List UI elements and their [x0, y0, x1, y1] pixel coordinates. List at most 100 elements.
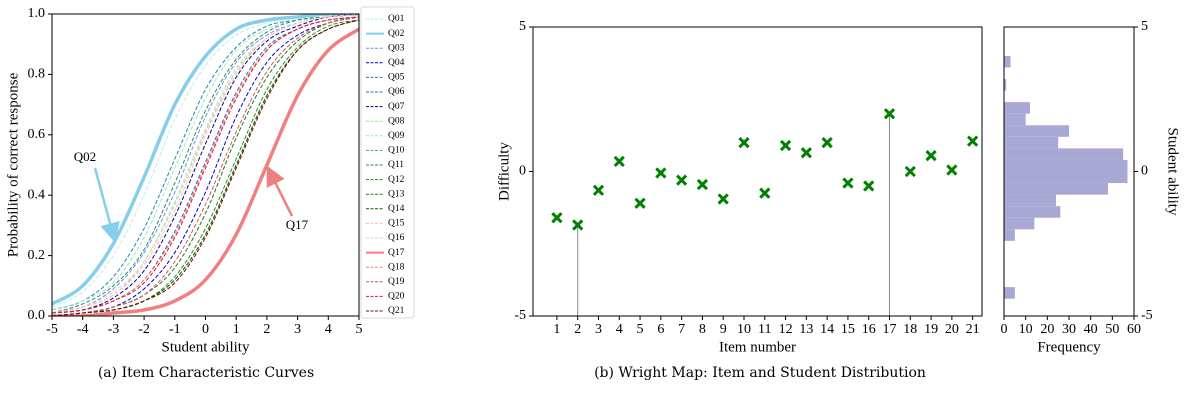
item-marker	[717, 193, 729, 205]
x-tick-label: 12	[779, 322, 793, 337]
legend-label: Q08	[388, 116, 405, 126]
legend-box	[360, 6, 415, 319]
item-marker	[842, 177, 854, 189]
x-tick-label: 10	[737, 322, 751, 337]
x-tick-label: 4	[616, 322, 623, 337]
item-marker	[779, 139, 792, 152]
item-marker	[551, 212, 563, 224]
x-axis-label: Student ability	[162, 339, 250, 355]
x-tick-label: 5	[356, 322, 363, 337]
legend-label: Q06	[388, 87, 405, 97]
item-marker	[883, 108, 896, 120]
annotation-arrow	[266, 165, 294, 217]
x-tick-label: 10	[1019, 322, 1033, 337]
histogram-bar	[1004, 55, 1011, 68]
x-tick-label: 3	[595, 322, 602, 337]
y-tick-label: 0	[1141, 164, 1148, 179]
x-tick-label: 18	[903, 322, 917, 337]
caption: (b) Wright Map: Item and Student Distrib…	[594, 365, 926, 381]
y-tick-label: 1.0	[28, 6, 46, 21]
annotation: Q17	[286, 217, 309, 232]
legend-label: Q16	[388, 233, 405, 243]
item-marker	[592, 184, 605, 196]
plot-frame	[1003, 26, 1135, 317]
y-tick-label: 0	[519, 164, 526, 179]
x-tick-label: -3	[108, 322, 120, 337]
histogram-bar	[1004, 171, 1128, 184]
x-tick-label: 9	[720, 322, 727, 337]
legend-label: Q03	[388, 43, 405, 53]
histogram-bar	[1004, 136, 1059, 149]
item-marker	[696, 178, 709, 191]
x-tick-label: 2	[574, 322, 581, 337]
histogram-bar	[1004, 287, 1015, 299]
x-tick-label: 1	[553, 322, 560, 337]
annotation-arrow	[93, 167, 120, 243]
legend-label: Q12	[388, 175, 405, 185]
item-marker	[676, 174, 688, 186]
item-marker	[634, 197, 646, 209]
legend-label: Q21	[388, 306, 405, 316]
x-tick-label: 0	[202, 322, 209, 337]
x-tick-label: 1	[233, 322, 240, 337]
plot-frame	[51, 13, 360, 317]
icc-curve	[52, 14, 359, 314]
icc-curve	[52, 19, 359, 316]
icc-curve	[52, 16, 359, 314]
y-axis-label: Difficulty	[496, 142, 512, 201]
histogram-bar	[1004, 183, 1108, 195]
legend-label: Q05	[388, 73, 405, 83]
icc-curve	[52, 16, 359, 316]
legend-label: Q09	[388, 131, 405, 141]
x-tick-label: 2	[263, 322, 270, 337]
x-tick-label: 8	[699, 322, 706, 337]
x-tick-label: -2	[138, 322, 150, 337]
item-marker	[925, 149, 937, 162]
item-marker	[613, 155, 625, 168]
item-marker	[946, 164, 958, 176]
icc-curve	[52, 14, 359, 314]
plot-frame	[532, 26, 983, 317]
y-axis-label: Student ability	[1165, 128, 1181, 216]
y-tick-label: 5	[519, 19, 526, 34]
histogram-bar	[1004, 217, 1035, 230]
y-axis-label: Probability of correct response	[5, 72, 21, 257]
legend-label: Q10	[388, 146, 405, 156]
icc-curve	[52, 27, 359, 316]
y-tick-label: 0.4	[28, 187, 46, 202]
histogram-bar	[1004, 113, 1026, 126]
item-marker	[821, 136, 833, 149]
item-marker	[863, 180, 875, 192]
item-marker	[800, 147, 812, 159]
x-tick-label: 7	[678, 322, 685, 337]
x-tick-label: 4	[325, 322, 332, 337]
x-tick-label: 20	[1040, 322, 1054, 337]
icc-curve	[52, 14, 359, 306]
item-marker	[967, 135, 979, 147]
x-tick-label: 50	[1105, 322, 1119, 337]
x-tick-label: 0	[1001, 322, 1008, 337]
histogram-bar	[1004, 102, 1030, 114]
y-tick-label: -5	[514, 308, 526, 323]
histogram-bar	[1004, 125, 1069, 137]
x-tick-label: 21	[966, 322, 980, 337]
x-tick-label: -1	[169, 322, 181, 337]
legend-label: Q07	[388, 102, 405, 112]
y-tick-label: 5	[1141, 19, 1148, 34]
x-tick-label: 5	[637, 322, 644, 337]
histogram-bar	[1004, 159, 1128, 172]
x-tick-label: -4	[77, 322, 89, 337]
item-marker	[738, 136, 750, 149]
caption: (a) Item Characteristic Curves	[98, 365, 314, 381]
x-tick-label: 17	[882, 322, 896, 337]
x-tick-label: 11	[758, 322, 771, 337]
x-tick-label: 14	[820, 322, 834, 337]
x-tick-label: 13	[799, 322, 813, 337]
legend-label: Q14	[388, 204, 405, 214]
legend-label: Q04	[388, 58, 405, 68]
x-tick-label: 40	[1084, 322, 1098, 337]
legend-label: Q01	[388, 14, 405, 24]
y-tick-label: 0.8	[28, 67, 46, 82]
legend-label: Q13	[388, 189, 405, 199]
